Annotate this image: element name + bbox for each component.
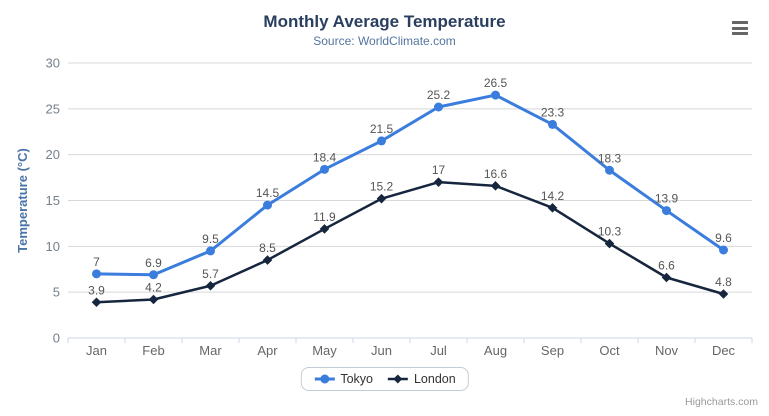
point-marker-london-nov[interactable] xyxy=(661,272,672,283)
legend-item-london[interactable]: London xyxy=(387,372,456,386)
data-label-london-dec: 4.8 xyxy=(715,275,732,289)
y-axis-label-30: 30 xyxy=(46,56,60,71)
y-axis-title: Temperature (°C) xyxy=(15,148,30,253)
credits-link[interactable]: Highcharts.com xyxy=(685,396,758,408)
x-axis-label-jul: Jul xyxy=(430,343,447,358)
point-marker-london-aug[interactable] xyxy=(490,181,501,191)
legend-label: Tokyo xyxy=(340,372,373,386)
legend-marker-tokyo-icon xyxy=(314,374,335,384)
point-marker-london-apr[interactable] xyxy=(262,255,273,265)
legend: Tokyo London xyxy=(300,367,469,391)
point-marker-tokyo-feb[interactable] xyxy=(149,270,158,280)
x-axis-label-nov: Nov xyxy=(655,343,679,358)
data-label-london-jul: 17 xyxy=(432,163,446,177)
x-axis-label-aug: Aug xyxy=(484,343,507,358)
data-label-tokyo-feb: 6.9 xyxy=(145,256,162,270)
chart-title: Monthly Average Temperature xyxy=(263,12,506,31)
data-label-tokyo-apr: 14.5 xyxy=(256,186,280,200)
x-axis-label-oct: Oct xyxy=(599,343,620,358)
menu-bar xyxy=(732,21,748,24)
legend-marker-london-icon xyxy=(387,374,408,384)
data-label-tokyo-aug: 26.5 xyxy=(484,76,508,90)
data-label-london-jan: 3.9 xyxy=(88,283,105,297)
point-marker-london-oct[interactable] xyxy=(604,238,615,249)
data-label-tokyo-nov: 13.9 xyxy=(655,192,679,206)
point-marker-london-mar[interactable] xyxy=(205,280,216,291)
legend-item-tokyo[interactable]: Tokyo xyxy=(313,372,373,386)
x-axis-label-dec: Dec xyxy=(712,343,736,358)
point-marker-london-feb[interactable] xyxy=(148,294,159,305)
point-marker-london-dec[interactable] xyxy=(718,289,729,299)
data-label-london-may: 11.9 xyxy=(313,210,336,224)
data-label-london-oct: 10.3 xyxy=(598,225,622,239)
point-marker-london-may[interactable] xyxy=(319,224,330,234)
point-marker-tokyo-aug[interactable] xyxy=(491,90,500,100)
x-axis-label-jun: Jun xyxy=(371,343,392,358)
y-axis-label-25: 25 xyxy=(46,101,60,116)
series-line-london[interactable] xyxy=(95,180,725,304)
x-axis-label-apr: Apr xyxy=(257,343,278,358)
data-label-tokyo-sep: 23.3 xyxy=(541,105,565,119)
legend-label: London xyxy=(413,372,456,386)
data-label-london-apr: 8.5 xyxy=(259,241,276,255)
point-marker-tokyo-nov[interactable] xyxy=(662,206,671,216)
point-marker-tokyo-jun[interactable] xyxy=(377,136,386,146)
data-label-tokyo-mar: 9.5 xyxy=(202,232,219,246)
data-label-london-nov: 6.6 xyxy=(658,259,675,273)
menu-bar xyxy=(732,32,748,35)
point-marker-tokyo-may[interactable] xyxy=(320,164,329,174)
x-axis-label-feb: Feb xyxy=(142,343,164,358)
series-line-tokyo[interactable] xyxy=(95,93,725,277)
data-label-london-mar: 5.7 xyxy=(202,267,219,281)
data-label-london-feb: 4.2 xyxy=(145,281,162,295)
y-axis-label-10: 10 xyxy=(46,239,60,254)
x-axis-label-may: May xyxy=(312,343,337,358)
point-marker-tokyo-sep[interactable] xyxy=(548,119,557,129)
point-marker-tokyo-apr[interactable] xyxy=(263,200,272,210)
point-marker-tokyo-oct[interactable] xyxy=(605,165,614,175)
hamburger-menu-icon[interactable] xyxy=(729,18,751,38)
chart-subtitle: Source: WorldClimate.com xyxy=(313,34,456,48)
data-label-london-sep: 14.2 xyxy=(541,189,565,203)
point-marker-london-jun[interactable] xyxy=(376,193,387,204)
data-label-tokyo-jul: 25.2 xyxy=(427,88,451,102)
y-axis-label-15: 15 xyxy=(46,193,60,208)
point-marker-london-jan[interactable] xyxy=(91,297,102,308)
y-axis-label-20: 20 xyxy=(46,147,60,162)
point-marker-tokyo-dec[interactable] xyxy=(719,245,728,255)
y-axis-label-0: 0 xyxy=(53,331,60,346)
x-axis-label-mar: Mar xyxy=(199,343,222,358)
menu-bar xyxy=(732,26,748,30)
data-label-london-aug: 16.6 xyxy=(484,167,508,181)
point-marker-tokyo-jul[interactable] xyxy=(434,102,443,112)
data-label-tokyo-dec: 9.6 xyxy=(715,231,732,245)
point-marker-london-jul[interactable] xyxy=(433,177,444,187)
point-marker-tokyo-mar[interactable] xyxy=(206,246,215,256)
point-marker-london-sep[interactable] xyxy=(547,203,558,213)
x-axis-label-jan: Jan xyxy=(86,343,107,358)
data-label-tokyo-oct: 18.3 xyxy=(598,151,622,165)
data-label-tokyo-may: 18.4 xyxy=(313,150,337,164)
point-marker-tokyo-jan[interactable] xyxy=(92,269,101,279)
data-label-tokyo-jun: 21.5 xyxy=(370,122,394,136)
data-label-tokyo-jan: 7 xyxy=(93,255,100,269)
data-label-london-jun: 15.2 xyxy=(370,180,394,194)
x-axis-label-sep: Sep xyxy=(541,343,564,358)
y-axis-label-5: 5 xyxy=(53,285,60,300)
